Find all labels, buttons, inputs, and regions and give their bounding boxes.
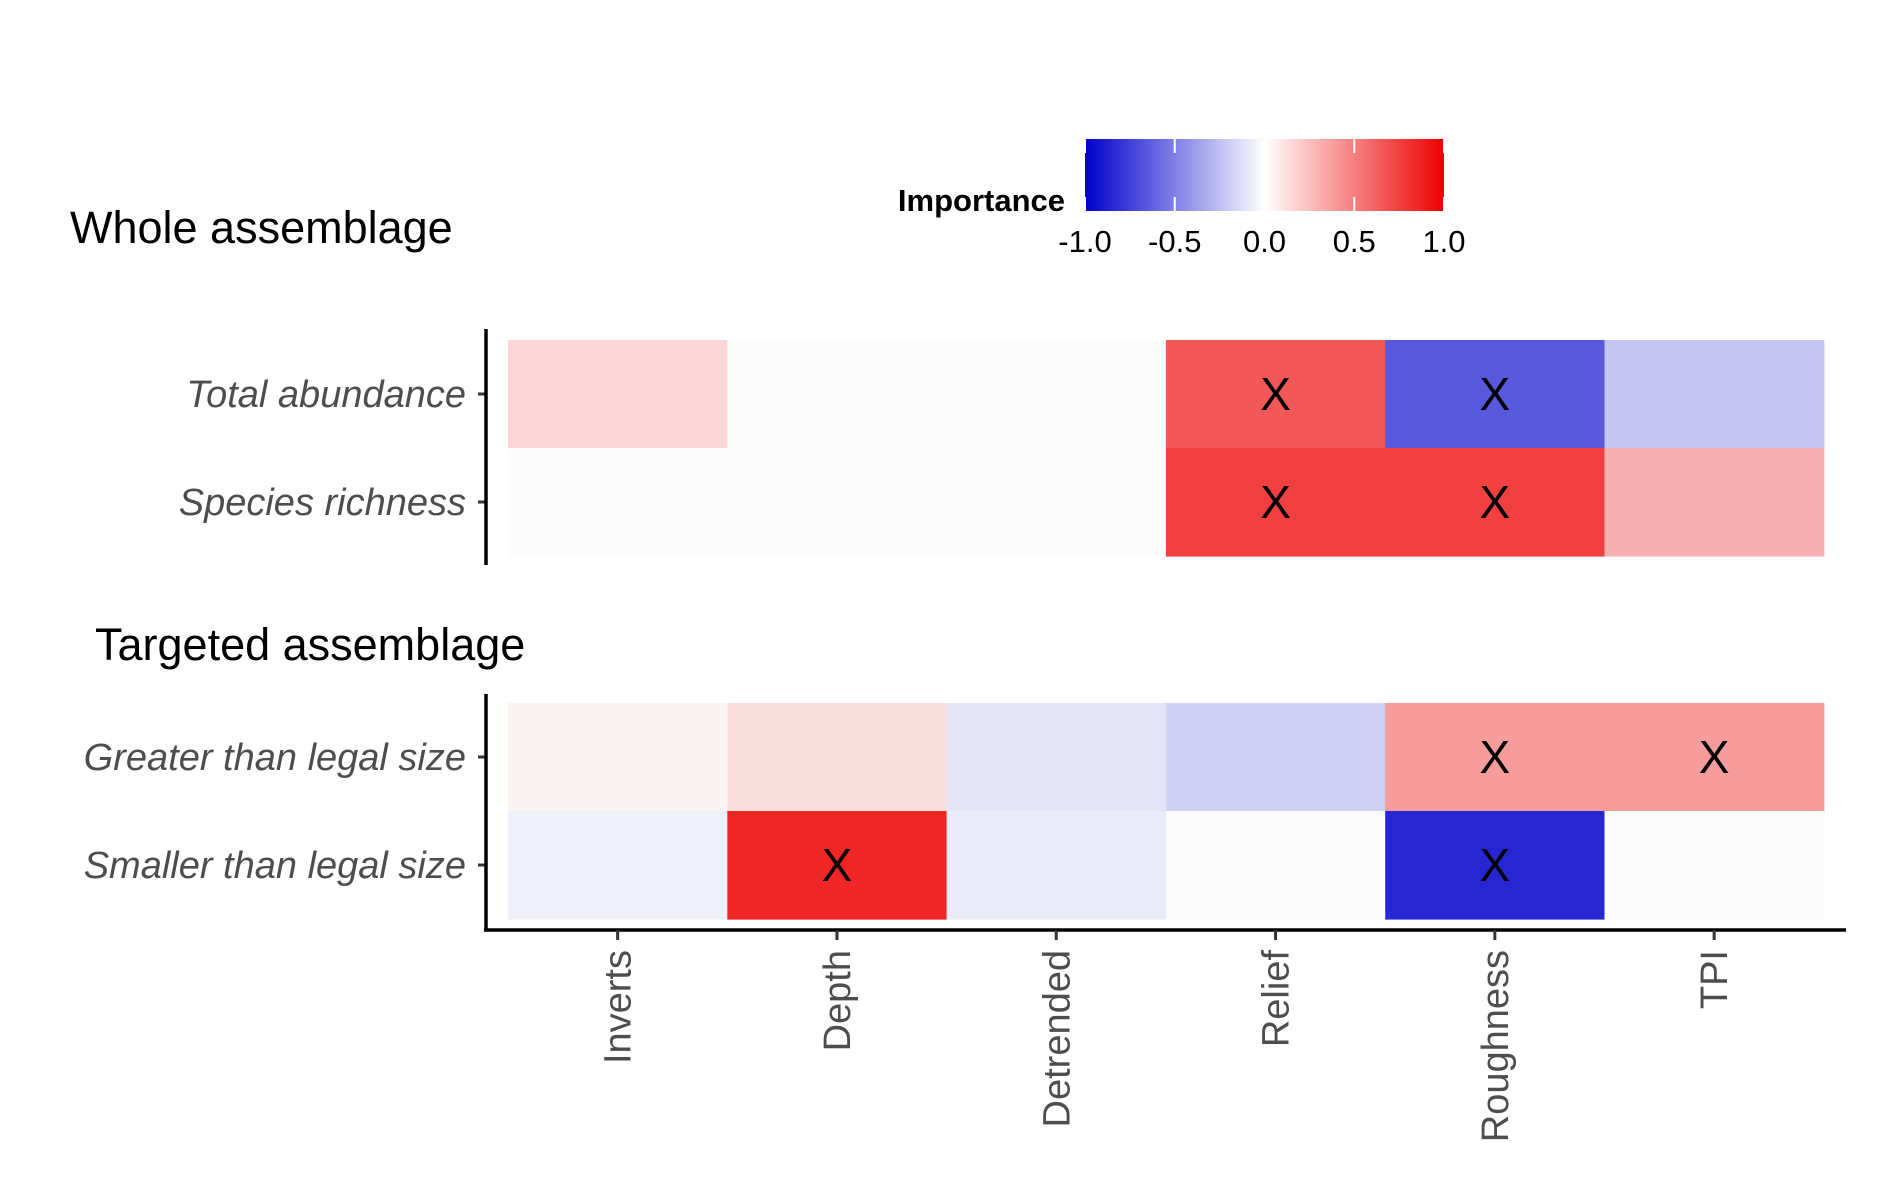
x-tick-label-inverts: Inverts xyxy=(598,950,640,1064)
panel-targeted-cells: X X X X xyxy=(508,703,1825,920)
heatmap-cell-species-richness-detrended xyxy=(946,448,1167,557)
significance-marker: X xyxy=(1480,476,1511,528)
row-label-total-abundance: Total abundance xyxy=(186,374,466,416)
significance-marker: X xyxy=(1260,368,1291,420)
heatmap-cell-smaller-than-legal-size-tpi xyxy=(1604,811,1825,920)
heatmap-cell-smaller-than-legal-size-inverts xyxy=(508,811,728,920)
panel-title-whole: Whole assemblage xyxy=(70,202,453,253)
legend-ticks: -1.0 -0.5 0.0 0.5 1.0 xyxy=(1058,139,1466,259)
heatmap-cell-smaller-than-legal-size-roughness xyxy=(1385,811,1606,920)
heatmap-cell-greater-than-legal-size-detrended xyxy=(946,703,1167,812)
x-tick-label-roughness: Roughness xyxy=(1475,950,1517,1142)
heatmap-cell-total-abundance-roughness xyxy=(1385,340,1606,449)
heatmap-cell-greater-than-legal-size-tpi xyxy=(1604,703,1825,812)
row-label-smaller-than-legal-size: Smaller than legal size xyxy=(84,845,466,887)
panel-whole-row-labels: Total abundance Species richness xyxy=(179,374,486,524)
significance-marker: X xyxy=(1260,476,1291,528)
panel-title-targeted: Targeted assemblage xyxy=(95,619,525,670)
x-tick-label-tpi: TPI xyxy=(1694,950,1736,1009)
heatmap-cell-greater-than-legal-size-relief xyxy=(1165,703,1386,812)
heatmap-cell-species-richness-inverts xyxy=(508,448,728,557)
legend-tick-label: -1.0 xyxy=(1058,224,1111,259)
heatmap-cell-greater-than-legal-size-inverts xyxy=(508,703,728,812)
heatmap-cell-species-richness-relief xyxy=(1165,448,1386,557)
significance-marker: X xyxy=(1480,368,1511,420)
x-tick-label-detrended: Detrended xyxy=(1036,950,1078,1127)
heatmap-cell-species-richness-roughness xyxy=(1385,448,1606,557)
panel-targeted-row-labels: Greater than legal size Smaller than lega… xyxy=(84,737,486,887)
heatmap-cell-greater-than-legal-size-depth xyxy=(727,703,948,812)
heatmap-cell-species-richness-depth xyxy=(727,448,948,557)
panel-whole-assemblage: Whole assemblage X X X X Total abundance Spe… xyxy=(70,202,1825,565)
heatmap-cell-total-abundance-inverts xyxy=(508,340,728,449)
legend-tick-label: 0.0 xyxy=(1243,224,1286,259)
heatmap-cell-species-richness-tpi xyxy=(1604,448,1825,557)
legend-tick-label: -0.5 xyxy=(1148,224,1201,259)
significance-marker: X xyxy=(822,839,853,891)
heatmap-cell-total-abundance-depth xyxy=(727,340,948,449)
significance-marker: X xyxy=(1480,731,1511,783)
row-label-species-richness: Species richness xyxy=(179,482,466,524)
heatmap-cell-smaller-than-legal-size-depth xyxy=(727,811,948,920)
heatmap-cell-total-abundance-detrended xyxy=(946,340,1167,449)
legend-tick-label: 0.5 xyxy=(1333,224,1376,259)
row-label-greater-than-legal-size: Greater than legal size xyxy=(84,737,466,779)
heatmap-cell-greater-than-legal-size-roughness xyxy=(1385,703,1606,812)
x-tick-label-relief: Relief xyxy=(1256,950,1298,1048)
legend-tick-label: 1.0 xyxy=(1422,224,1465,259)
panel-targeted-assemblage: Targeted assemblage X X X X Greater than le… xyxy=(84,619,1846,1142)
heatmap-cell-total-abundance-tpi xyxy=(1604,340,1825,449)
x-tick-label-depth: Depth xyxy=(817,950,859,1051)
panel-whole-cells: X X X X xyxy=(508,340,1825,557)
significance-marker: X xyxy=(1480,839,1511,891)
legend: Importance -1.0 -0.5 0.0 0.5 1.0 xyxy=(898,139,1466,259)
heatmap-cell-smaller-than-legal-size-relief xyxy=(1165,811,1386,920)
legend-title: Importance xyxy=(898,183,1065,218)
heatmap-cell-total-abundance-relief xyxy=(1165,340,1386,449)
significance-marker: X xyxy=(1699,731,1730,783)
x-axis: Inverts Depth Detrended Relief Roughness TPI xyxy=(598,930,1736,1142)
heatmap-cell-smaller-than-legal-size-detrended xyxy=(946,811,1167,920)
